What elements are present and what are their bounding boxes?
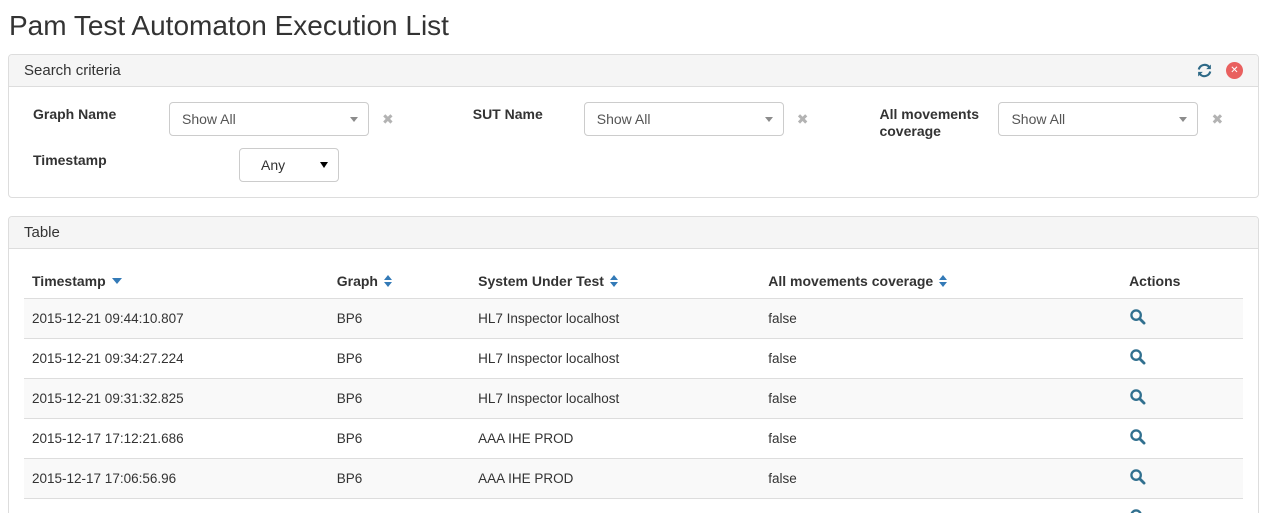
table-panel-body: Timestamp Graph System Under Test	[9, 249, 1258, 513]
column-header-actions: Actions	[1121, 264, 1243, 299]
cell-graph: BP6	[328, 458, 471, 499]
view-execution-magnifier-icon[interactable]	[1129, 508, 1146, 513]
coverage-label: All movements coverage	[879, 106, 980, 139]
table-row: 2015-12-21 09:31:32.825 BP6 HL7 Inspecto…	[24, 378, 1243, 419]
column-label: System Under Test	[478, 273, 604, 289]
chevron-down-icon	[1179, 116, 1188, 122]
cell-timestamp: 2015-12-17 17:12:21.686	[24, 418, 329, 459]
view-execution-magnifier-icon[interactable]	[1129, 468, 1146, 485]
cell-system-under-test: AAA IHE PROD	[470, 458, 761, 499]
column-label: Actions	[1129, 273, 1181, 289]
search-panel-heading: Search criteria ✕	[9, 55, 1258, 87]
cell-coverage: false	[760, 298, 1122, 339]
cell-timestamp: 2015-12-21 09:44:10.807	[24, 298, 329, 339]
sort-both-icon	[609, 275, 618, 287]
timestamp-select[interactable]: Any	[239, 148, 339, 182]
cell-system-under-test: AAA IHE PROD	[470, 418, 761, 459]
coverage-control: Show All ✖	[998, 102, 1223, 136]
sort-both-icon	[383, 275, 392, 287]
sort-descending-icon	[111, 278, 122, 284]
table-body: 2015-12-21 09:44:10.807 BP6 HL7 Inspecto…	[24, 298, 1243, 513]
column-header-timestamp[interactable]: Timestamp	[24, 264, 329, 299]
sut-name-select[interactable]: Show All	[583, 102, 784, 136]
column-label: Timestamp	[32, 273, 106, 289]
coverage-selected-value: Show All	[1011, 111, 1066, 127]
search-panel-body: Graph Name Show All ✖ SUT Name Show All …	[9, 87, 1258, 197]
execution-table: Timestamp Graph System Under Test	[24, 264, 1243, 513]
graph-name-selected-value: Show All	[182, 111, 236, 127]
cell-coverage: false	[760, 458, 1122, 499]
cell-graph: BP6	[328, 338, 471, 379]
page-title: Pam Test Automaton Execution List	[9, 10, 449, 41]
cell-timestamp: 2015-12-17 17:06:56.96	[24, 458, 329, 499]
cell-graph: BP6	[328, 498, 471, 513]
cell-coverage: false	[760, 378, 1122, 419]
cell-system-under-test: AAA IHE PROD	[470, 498, 761, 513]
coverage-select[interactable]: Show All	[998, 102, 1199, 136]
cell-system-under-test: HL7 Inspector localhost	[470, 378, 761, 419]
table-row: 2015-12-17 17:06:56.96 BP6 AAA IHE PROD …	[24, 458, 1243, 499]
view-execution-magnifier-icon[interactable]	[1129, 308, 1146, 325]
graph-name-control: Show All ✖	[169, 102, 394, 136]
cell-timestamp: 2015-12-17 16:56:50.538	[24, 498, 329, 513]
cell-coverage: false	[760, 338, 1122, 379]
search-form-row-1: Graph Name Show All ✖ SUT Name Show All …	[24, 102, 1243, 140]
cell-graph: BP6	[328, 298, 471, 339]
refresh-icon[interactable]	[1196, 62, 1213, 79]
search-panel-actions: ✕	[1196, 62, 1243, 79]
column-header-all-movements-coverage[interactable]: All movements coverage	[760, 264, 1122, 299]
sort-both-icon	[939, 275, 948, 287]
sut-name-selected-value: Show All	[596, 111, 651, 127]
coverage-clear-icon[interactable]: ✖	[1211, 111, 1224, 127]
column-label: All movements coverage	[768, 273, 934, 289]
cell-actions	[1121, 418, 1243, 459]
cell-actions	[1121, 458, 1243, 499]
column-header-graph[interactable]: Graph	[328, 264, 471, 299]
table-panel: Table Timestamp Graph	[8, 216, 1259, 513]
search-panel-title: Search criteria	[24, 62, 121, 79]
cell-system-under-test: HL7 Inspector localhost	[470, 298, 761, 339]
search-form-row-2: Timestamp Any	[24, 148, 1243, 182]
table-row: 2015-12-21 09:34:27.224 BP6 HL7 Inspecto…	[24, 338, 1243, 379]
table-row: 2015-12-21 09:44:10.807 BP6 HL7 Inspecto…	[24, 298, 1243, 339]
column-header-system-under-test[interactable]: System Under Test	[470, 264, 761, 299]
sut-name-label: SUT Name	[472, 106, 543, 122]
cell-coverage: false	[760, 498, 1122, 513]
view-execution-magnifier-icon[interactable]	[1129, 428, 1146, 445]
cell-timestamp: 2015-12-21 09:31:32.825	[24, 378, 329, 419]
chevron-down-icon	[764, 116, 773, 122]
timestamp-label: Timestamp	[33, 152, 107, 168]
timestamp-selected-value: Any	[261, 157, 286, 173]
column-label: Graph	[336, 273, 378, 289]
cell-actions	[1121, 378, 1243, 419]
cell-coverage: false	[760, 418, 1122, 459]
sut-name-control: Show All ✖	[583, 102, 809, 136]
cell-actions	[1121, 498, 1243, 513]
cell-graph: BP6	[328, 378, 471, 419]
cell-actions	[1121, 338, 1243, 379]
remove-filters-icon[interactable]: ✕	[1226, 62, 1243, 79]
view-execution-magnifier-icon[interactable]	[1129, 388, 1146, 405]
table-row: 2015-12-17 16:56:50.538 BP6 AAA IHE PROD…	[24, 498, 1243, 513]
table-panel-title: Table	[24, 224, 60, 241]
graph-name-label: Graph Name	[33, 106, 117, 122]
sut-name-clear-icon[interactable]: ✖	[796, 111, 809, 127]
view-execution-magnifier-icon[interactable]	[1129, 348, 1146, 365]
graph-name-select[interactable]: Show All	[169, 102, 369, 136]
cell-actions	[1121, 298, 1243, 339]
chevron-down-icon	[350, 116, 358, 122]
cell-timestamp: 2015-12-21 09:34:27.224	[24, 338, 329, 379]
select-arrow-icon	[320, 162, 328, 168]
table-panel-heading: Table	[9, 217, 1258, 249]
search-criteria-panel: Search criteria ✕ Graph Name Show All ✖ …	[8, 54, 1259, 198]
table-header-row: Timestamp Graph System Under Test	[24, 264, 1243, 299]
table-row: 2015-12-17 17:12:21.686 BP6 AAA IHE PROD…	[24, 418, 1243, 459]
graph-name-clear-icon[interactable]: ✖	[382, 111, 394, 127]
cell-system-under-test: HL7 Inspector localhost	[470, 338, 761, 379]
cell-graph: BP6	[328, 418, 471, 459]
